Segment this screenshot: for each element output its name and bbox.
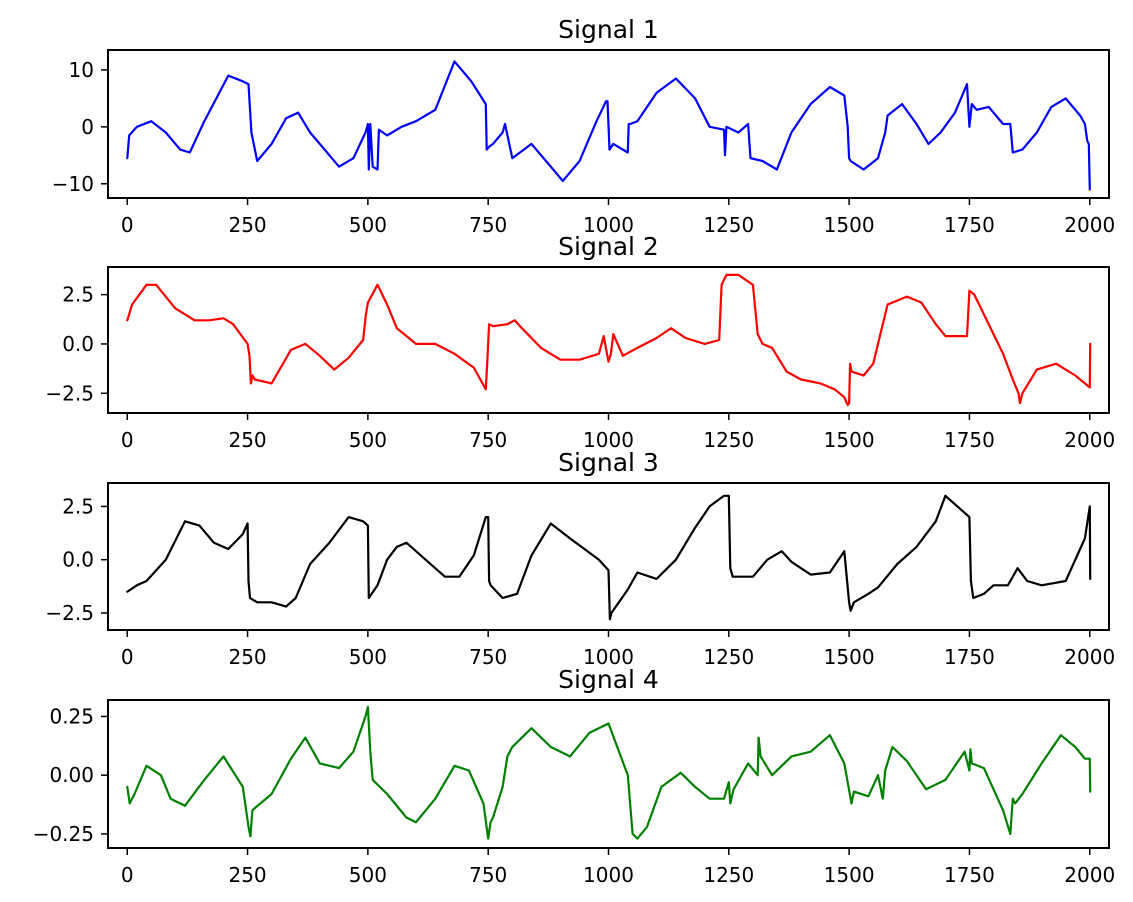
- series-line-3: [126, 494, 1092, 621]
- x-tick-label: 1500: [824, 863, 875, 887]
- x-tick-label: 1000: [583, 863, 634, 887]
- x-tick-label: 250: [228, 863, 266, 887]
- subplot-3: Signal 3 0 250 500 750 1000 1250 1500 1750 2000 2.…: [45, 448, 1115, 669]
- y-tick-label: 2.5: [62, 494, 94, 518]
- y-tick-label: 0.0: [62, 332, 94, 356]
- subplot-1: Signal 1 0 250 500 750 1000 1250 1500 1750 2000 10…: [52, 15, 1115, 237]
- x-tick-label: 2000: [1064, 863, 1115, 887]
- x-tick-label: 250: [228, 645, 266, 669]
- x-tick-label: 2000: [1064, 428, 1115, 452]
- x-tick-label: 1250: [703, 213, 754, 237]
- x-tick-label: 1000: [583, 645, 634, 669]
- x-tick-label: 500: [349, 863, 387, 887]
- x-tick-label: 2000: [1064, 213, 1115, 237]
- x-tick-label: 0: [121, 645, 134, 669]
- y-tick-label: −10: [52, 172, 94, 196]
- x-tick-label: 500: [349, 428, 387, 452]
- y-tick-label: −2.5: [45, 381, 94, 405]
- x-tick-label: 1250: [703, 645, 754, 669]
- subplot-title: Signal 1: [558, 15, 659, 44]
- x-tick-label: 1250: [703, 863, 754, 887]
- x-tick-label: 0: [121, 213, 134, 237]
- subplot-4: Signal 4 0 250 500 750 1000 1250 1500 1750 2000 0.…: [33, 665, 1116, 887]
- y-tick-label: −0.25: [33, 822, 94, 846]
- x-tick-label: 1250: [703, 428, 754, 452]
- y-tick-label: −2.5: [45, 601, 94, 625]
- x-tick-label: 250: [228, 428, 266, 452]
- x-tick-label: 750: [469, 645, 507, 669]
- x-tick-label: 1500: [824, 213, 875, 237]
- x-tick-label: 1750: [944, 645, 995, 669]
- y-tick-label: 0.0: [62, 548, 94, 572]
- x-tick-label: 1000: [583, 213, 634, 237]
- x-tick-label: 500: [349, 213, 387, 237]
- x-tick-label: 0: [121, 863, 134, 887]
- subplot-2: Signal 2 0 250 500 750 1000 1250 1500 1750 2000 2.…: [45, 232, 1115, 452]
- x-tick-label: 500: [349, 645, 387, 669]
- y-tick-label: 0.00: [49, 763, 94, 787]
- series-line-2: [126, 273, 1092, 407]
- x-tick-label: 1000: [583, 428, 634, 452]
- y-tick-label: 2.5: [62, 283, 94, 307]
- y-tick-label: 0.25: [49, 704, 94, 728]
- subplot-title: Signal 2: [558, 232, 659, 261]
- axes-frame: [107, 699, 1110, 849]
- subplot-title: Signal 4: [558, 665, 659, 694]
- x-tick-label: 750: [469, 428, 507, 452]
- x-tick-label: 750: [469, 213, 507, 237]
- x-tick-label: 1500: [824, 645, 875, 669]
- x-tick-label: 1750: [944, 428, 995, 452]
- x-tick-label: 2000: [1064, 645, 1115, 669]
- y-tick-label: 10: [69, 58, 94, 82]
- x-tick-label: 1750: [944, 213, 995, 237]
- x-tick-label: 1500: [824, 428, 875, 452]
- series-line-1: [126, 60, 1091, 191]
- series-line-4: [126, 705, 1092, 840]
- axes-frame: [107, 266, 1110, 414]
- y-tick-label: 0: [81, 115, 94, 139]
- x-tick-label: 750: [469, 863, 507, 887]
- x-tick-label: 250: [228, 213, 266, 237]
- x-tick-label: 0: [121, 428, 134, 452]
- x-tick-label: 1750: [944, 863, 995, 887]
- subplot-title: Signal 3: [558, 448, 659, 477]
